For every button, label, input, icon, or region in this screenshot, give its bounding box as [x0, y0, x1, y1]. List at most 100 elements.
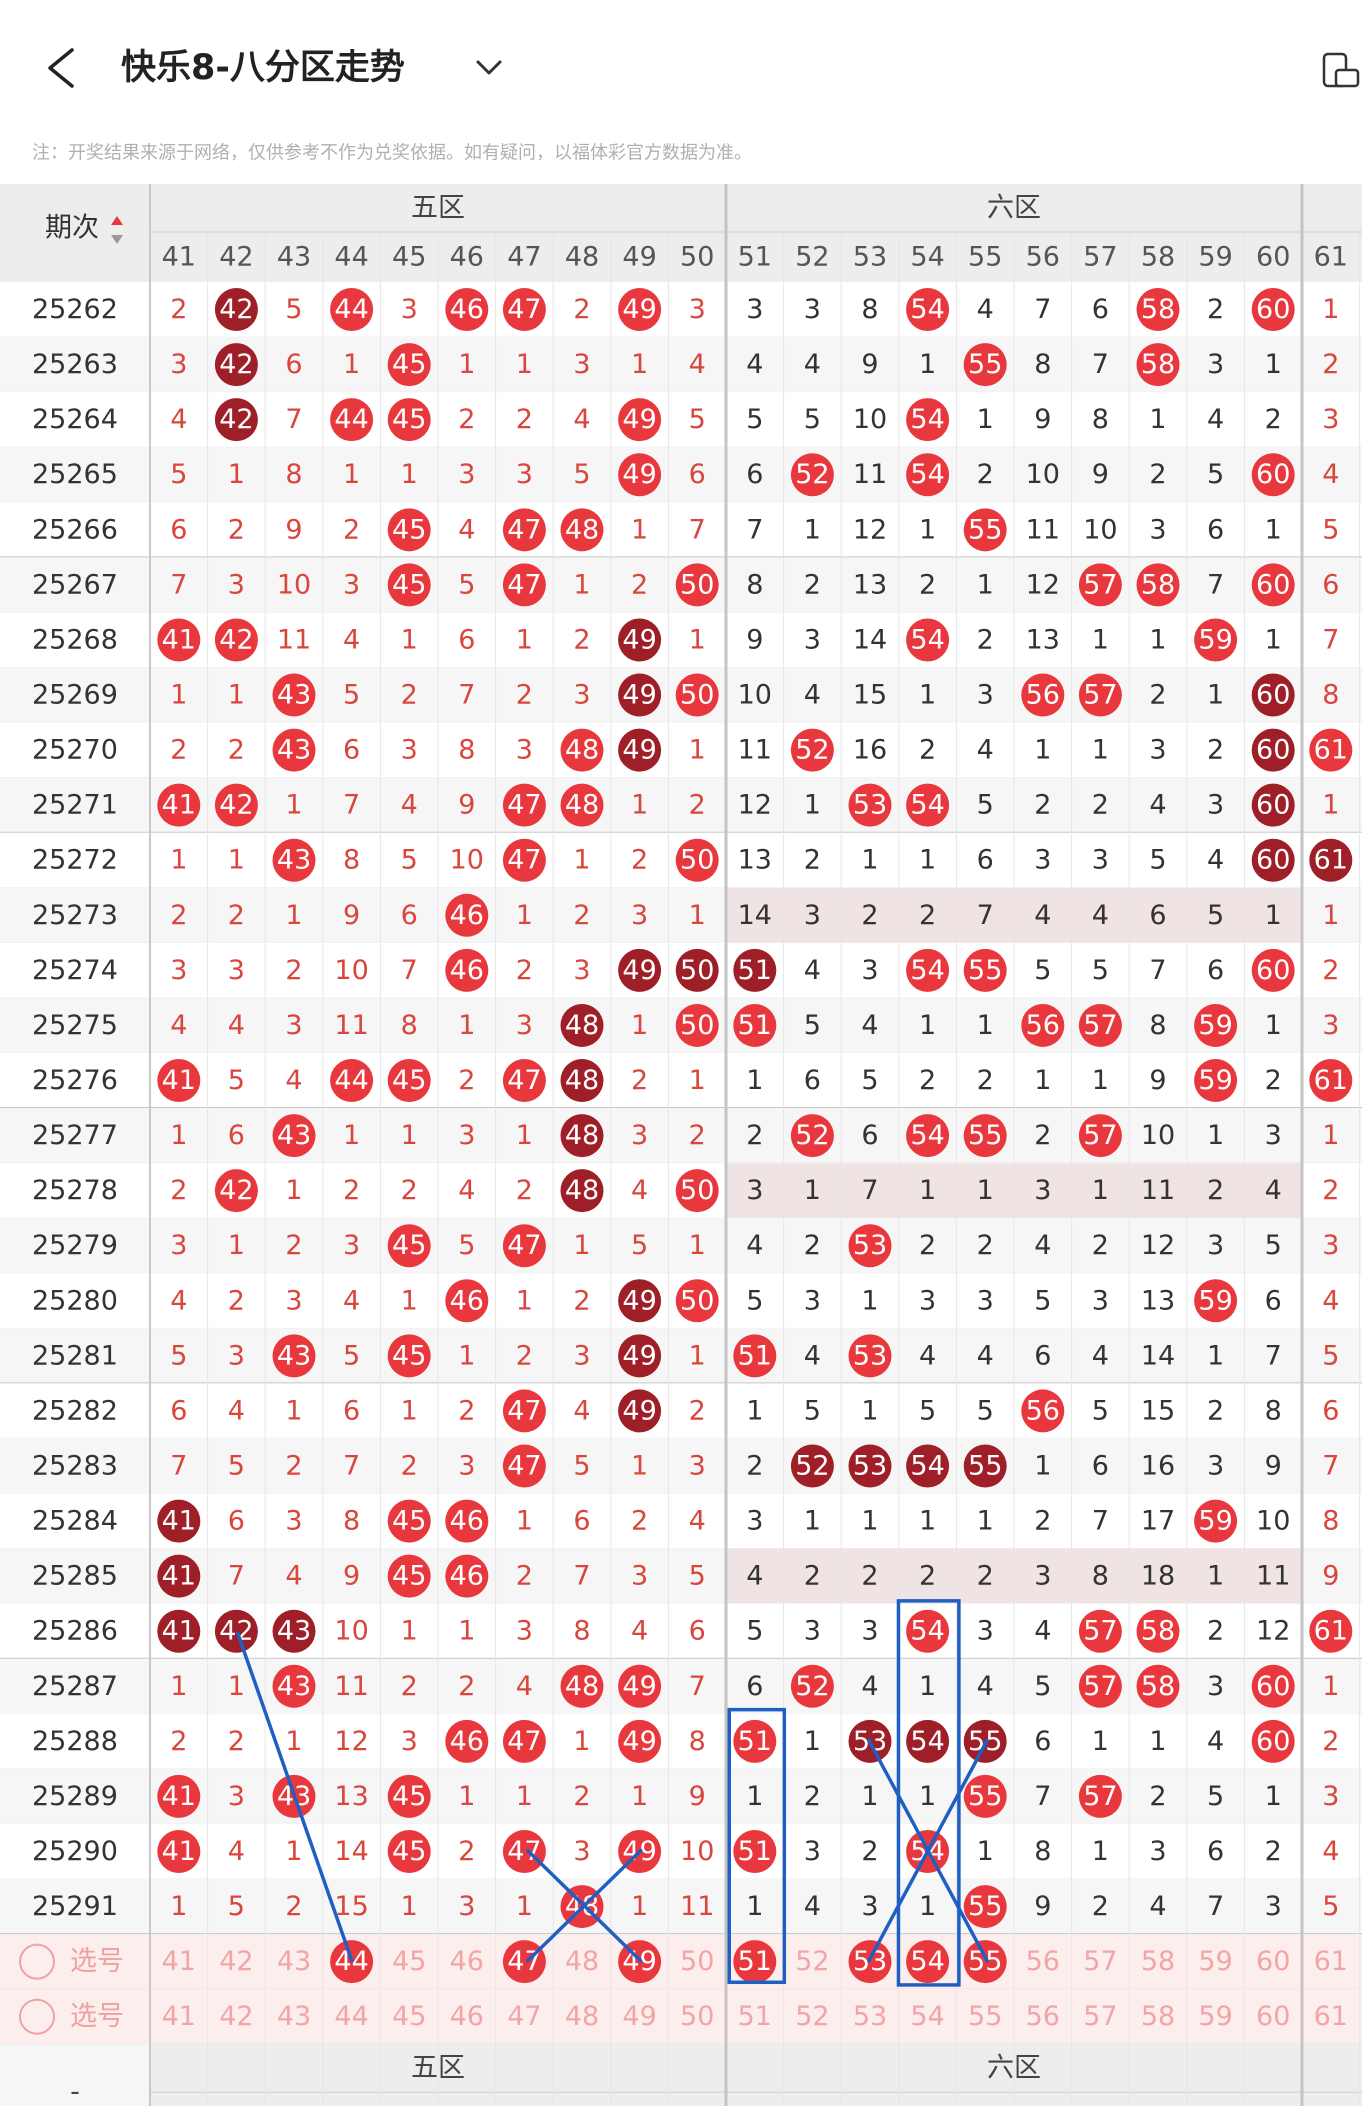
issue-number: 25272 — [32, 845, 118, 876]
miss-count: 2 — [631, 845, 648, 876]
ball-number: 54 — [910, 1726, 944, 1757]
miss-count: 46 — [450, 2001, 484, 2032]
miss-count: 1 — [516, 900, 533, 931]
column-number: 46 — [450, 242, 484, 273]
miss-count: 4 — [1092, 1340, 1109, 1371]
ball-number: 55 — [968, 1946, 1002, 1977]
miss-count: 4 — [1034, 900, 1051, 931]
miss-count: 15 — [853, 680, 887, 711]
row-bg — [0, 447, 1362, 503]
miss-count: 2 — [573, 1781, 590, 1812]
number-ball — [387, 1774, 431, 1818]
ball-number: 54 — [910, 1946, 944, 1977]
miss-count: 1 — [804, 1175, 821, 1206]
miss-count: 5 — [1034, 1671, 1051, 1702]
miss-count: 1 — [804, 514, 821, 545]
miss-count: 2 — [977, 624, 994, 655]
ball-number: 55 — [968, 349, 1002, 380]
ball-number: 44 — [334, 404, 368, 435]
ball-number: 54 — [910, 1120, 944, 1151]
miss-count: 4 — [285, 1561, 302, 1592]
screen-toggle[interactable] — [1322, 52, 1360, 88]
miss-count: 4 — [458, 1175, 475, 1206]
miss-count: 3 — [343, 1230, 360, 1261]
number-ball — [214, 783, 258, 827]
ball-number: 53 — [853, 1230, 887, 1261]
number-ball — [618, 1664, 662, 1708]
miss-count: 5 — [804, 404, 821, 435]
ball-number: 48 — [565, 735, 599, 766]
miss-count: 3 — [1092, 845, 1109, 876]
miss-count: 1 — [689, 1065, 706, 1096]
miss-count: 3 — [285, 1285, 302, 1316]
ball-number: 53 — [853, 1451, 887, 1482]
miss-count: 13 — [1026, 624, 1060, 655]
miss-count: 2 — [1322, 349, 1339, 380]
miss-count: 3 — [861, 955, 878, 986]
miss-count: 1 — [861, 1781, 878, 1812]
miss-count: 2 — [401, 1175, 418, 1206]
ball-number: 54 — [910, 1836, 944, 1867]
back-button[interactable] — [48, 48, 74, 88]
miss-count: 5 — [285, 294, 302, 325]
miss-count: 1 — [1034, 735, 1051, 766]
miss-count: 1 — [516, 349, 533, 380]
number-ball — [1194, 1059, 1238, 1103]
ball-number: 43 — [277, 1781, 311, 1812]
ball-number: 53 — [853, 1946, 887, 1977]
miss-count: 1 — [285, 1395, 302, 1426]
ball-number: 50 — [680, 955, 714, 986]
select-radio[interactable] — [19, 1943, 55, 1980]
ball-number: 47 — [507, 1065, 541, 1096]
miss-count: 1 — [977, 1506, 994, 1537]
miss-count: 4 — [746, 349, 763, 380]
miss-count: 4 — [689, 349, 706, 380]
miss-count: 2 — [1207, 294, 1224, 325]
toggle-icon-inner — [1334, 68, 1360, 88]
ball-number: 57 — [1083, 1120, 1117, 1151]
miss-count: 4 — [1149, 790, 1166, 821]
select-radio[interactable] — [19, 1998, 55, 2035]
number-ball — [272, 673, 316, 717]
miss-count: 3 — [1322, 1230, 1339, 1261]
miss-count: 3 — [1322, 1781, 1339, 1812]
miss-count: 2 — [804, 845, 821, 876]
number-ball — [560, 1114, 604, 1158]
ball-number: 49 — [622, 1285, 656, 1316]
miss-count: 1 — [631, 349, 648, 380]
ball-number: 44 — [334, 1065, 368, 1096]
miss-count: 5 — [804, 1395, 821, 1426]
ball-number: 46 — [450, 294, 484, 325]
miss-count: 1 — [977, 404, 994, 435]
miss-count: 3 — [285, 1506, 302, 1537]
miss-count: 4 — [1034, 1230, 1051, 1261]
miss-count: 2 — [458, 1065, 475, 1096]
miss-count: 2 — [919, 1561, 936, 1592]
ball-number: 52 — [795, 1451, 829, 1482]
ball-number: 43 — [277, 735, 311, 766]
title-dropdown[interactable] — [476, 60, 502, 75]
miss-count: 2 — [631, 1065, 648, 1096]
number-ball — [445, 948, 489, 992]
miss-count: 4 — [804, 955, 821, 986]
miss-count: 3 — [228, 955, 245, 986]
miss-count: 6 — [804, 1065, 821, 1096]
miss-count: 5 — [228, 1891, 245, 1922]
issue-number: 25276 — [32, 1065, 118, 1096]
miss-count: 12 — [1026, 569, 1060, 600]
miss-count: 5 — [1322, 1340, 1339, 1371]
column-number: 53 — [853, 242, 887, 273]
miss-count: 11 — [334, 1671, 368, 1702]
miss-count: 1 — [458, 349, 475, 380]
miss-count: 1 — [1322, 1120, 1339, 1151]
column-number: 43 — [277, 242, 311, 273]
number-ball — [790, 453, 834, 497]
row-bg — [0, 1438, 1362, 1494]
ball-number: 60 — [1256, 680, 1290, 711]
miss-count: 6 — [689, 459, 706, 490]
miss-count: 6 — [1322, 1395, 1339, 1426]
number-ball — [906, 783, 950, 827]
miss-count: 3 — [804, 900, 821, 931]
miss-count: 8 — [1322, 680, 1339, 711]
miss-count: 45 — [392, 2001, 426, 2032]
